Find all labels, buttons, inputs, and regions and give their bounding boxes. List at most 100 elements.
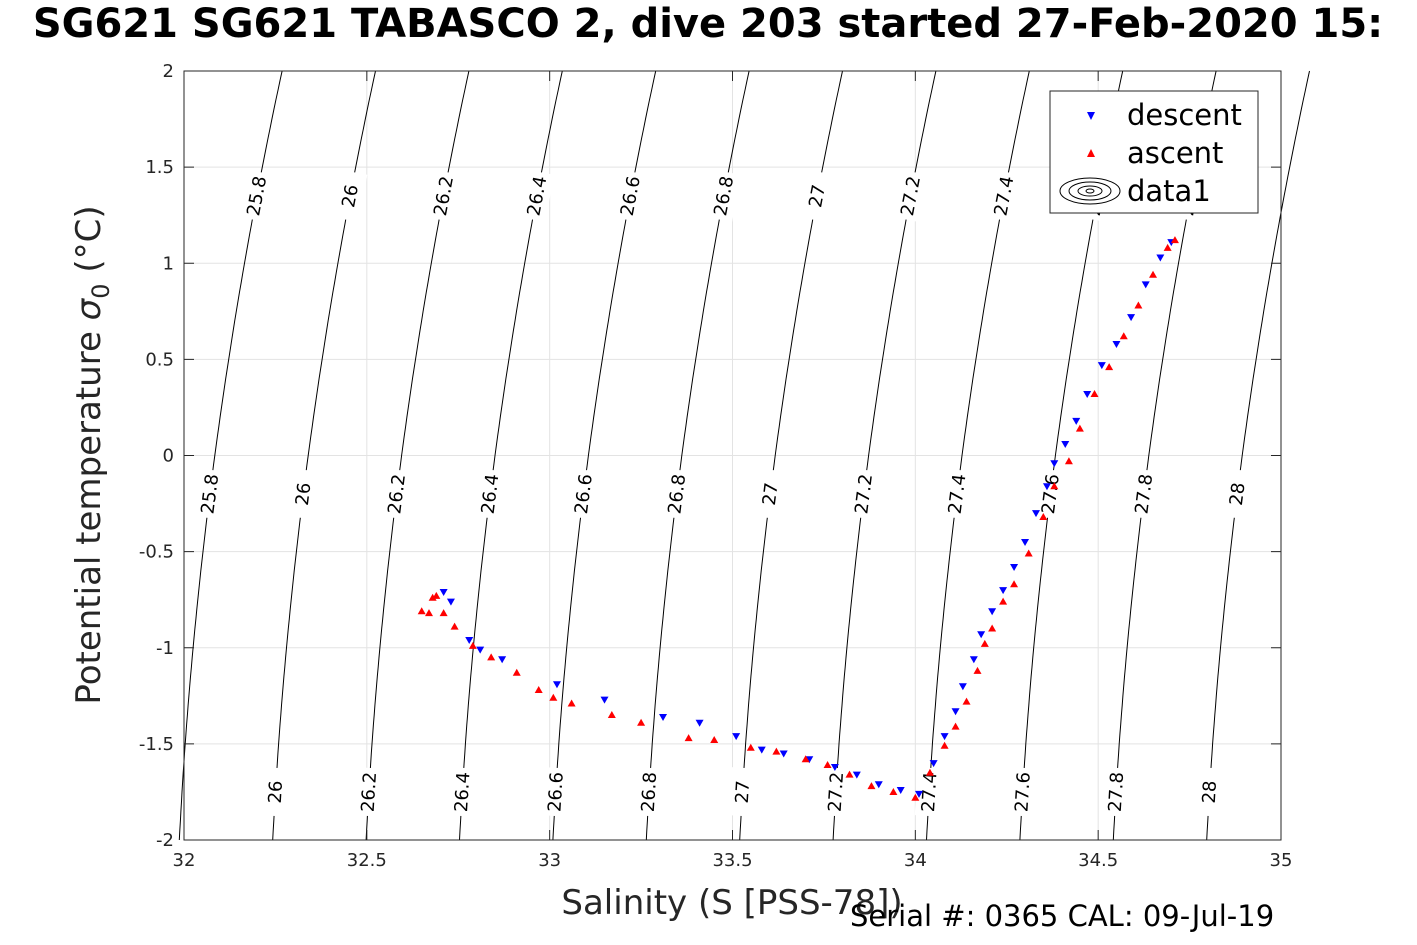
descent-point <box>1042 483 1051 491</box>
y-axis-label: Potential temperature σ0 (°C) <box>69 205 115 704</box>
descent-point <box>446 598 455 606</box>
isopycnal-label-bg <box>893 169 928 222</box>
isopycnal-label: 26.8 <box>664 473 690 515</box>
descent-point <box>1061 440 1070 448</box>
isopycnal-line <box>1206 70 1310 841</box>
ascent-point <box>450 622 459 630</box>
axis-ticks: 32 32.5 33 33.5 34 34.5 35 -2 -1.5 -1 -0.5 0 0.5 1 1.5… <box>139 61 1293 871</box>
ascent-point <box>801 755 810 763</box>
isopycnal-label-bg <box>613 169 648 222</box>
legend-ascent-marker <box>1087 149 1095 157</box>
y-axis-label-symbol: σ <box>69 297 109 320</box>
descent-point <box>695 719 704 727</box>
isopycnal-label-bg <box>1195 767 1224 817</box>
isopycnal-label-bg <box>380 468 413 520</box>
isopycnal-label-bg <box>447 767 477 817</box>
descent-point <box>1156 254 1165 262</box>
descent-point <box>1021 539 1030 547</box>
isopycnal-label: 26.2 <box>384 473 410 515</box>
isopycnal-label-bg <box>634 767 664 817</box>
isopycnal-label-bg <box>754 468 787 520</box>
ascent-point <box>424 609 433 617</box>
isopycnal-label: 26.8 <box>638 771 661 812</box>
isopycnal-label: 26 <box>292 481 316 506</box>
ascent-point <box>951 722 960 730</box>
ascent-point <box>823 761 832 769</box>
ascent-point <box>439 609 448 617</box>
isopycnal-label-bg <box>847 468 880 520</box>
descent-point <box>951 708 960 716</box>
isopycnal-label-bg <box>541 767 571 817</box>
y-tick-label: 0.5 <box>145 349 174 370</box>
descent-point <box>852 771 861 779</box>
isopycnal-label-bg <box>239 169 274 222</box>
legend-descent-label: descent <box>1127 98 1242 132</box>
ascent-point <box>962 697 971 705</box>
ascent-point <box>567 699 576 707</box>
isopycnal-label-bg <box>260 767 290 817</box>
isopycnal-label-bg <box>914 767 944 817</box>
ascent-point <box>973 666 982 674</box>
isopycnal-label-bg <box>567 468 600 520</box>
y-axis-label-text: Potential temperature <box>69 320 109 704</box>
isopycnal-label: 27.4 <box>918 771 941 812</box>
isopycnal-label: 26.2 <box>358 771 381 812</box>
descent-point <box>600 696 609 704</box>
legend: descent ascent data1 <box>1049 90 1259 214</box>
x-tick-label: 32.5 <box>347 850 387 871</box>
descent-point <box>914 790 923 798</box>
descent-point <box>969 656 978 664</box>
legend-data1-label: data1 <box>1127 174 1211 208</box>
isopycnal-label-bg <box>332 169 368 222</box>
descent-point <box>896 787 905 795</box>
ascent-point <box>468 641 477 649</box>
y-tick-label: -1 <box>156 638 174 659</box>
y-tick-label: 0 <box>163 446 174 467</box>
ascent-point <box>940 741 949 749</box>
descent-point <box>958 683 967 691</box>
ascent-point <box>432 591 441 599</box>
isopycnal-label-bg <box>660 468 693 520</box>
y-axis-label-unit: (°C) <box>69 205 109 283</box>
ascent-point <box>534 686 543 694</box>
isopycnal-label: 27.8 <box>1131 473 1157 515</box>
isopycnal-label: 26.6 <box>544 771 567 812</box>
ascent-point <box>1119 332 1128 340</box>
ascent-point <box>1170 236 1179 244</box>
chart-title: SG621 SG621 TABASCO 2, dive 203 started … <box>32 1 1384 47</box>
descent-point <box>498 656 507 664</box>
ascent-point <box>1134 301 1143 309</box>
ascent-point <box>980 639 989 647</box>
ascent-point <box>512 668 521 676</box>
ascent-point <box>549 693 558 701</box>
descent-point <box>1010 564 1019 572</box>
ascent-point <box>988 624 997 632</box>
isopycnal-label: 28 <box>1199 780 1221 804</box>
isopycnal-label-bg <box>821 767 851 817</box>
ascent-point <box>772 747 781 755</box>
ascent-point <box>1064 457 1073 465</box>
ascent-point <box>417 607 426 615</box>
isopycnal-label: 27.6 <box>1038 473 1064 515</box>
ascent-point <box>1050 482 1059 490</box>
descent-point <box>1050 460 1059 468</box>
descent-point <box>830 763 839 771</box>
legend-ascent-label: ascent <box>1127 136 1223 170</box>
isopycnal-label: 27.4 <box>945 473 971 515</box>
descent-point <box>1072 417 1081 425</box>
descent-point <box>552 681 561 689</box>
y-tick-label: -2 <box>156 830 174 851</box>
descent-point <box>732 733 741 741</box>
y-tick-label: -1.5 <box>139 734 174 755</box>
isopycnal-label: 27.6 <box>1011 771 1034 812</box>
ascent-point <box>911 793 920 801</box>
ascent-point <box>607 711 616 719</box>
descent-point <box>659 713 668 721</box>
isopycnal-label-bg <box>1221 468 1254 520</box>
ascent-point <box>925 768 934 776</box>
isopycnal-label-bg <box>1101 767 1131 817</box>
ascent-point <box>1039 513 1048 521</box>
isopycnal-label-bg <box>474 468 506 520</box>
legend-descent-marker <box>1087 112 1095 120</box>
descent-point <box>757 746 766 754</box>
